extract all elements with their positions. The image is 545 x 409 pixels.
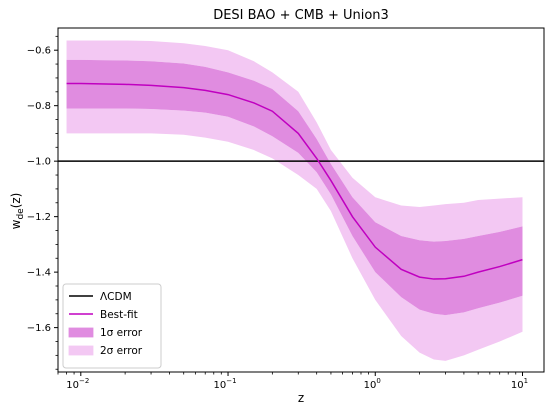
y-axis-label: wde(z)	[9, 193, 26, 230]
legend-2sigma-label: 2σ error	[100, 345, 143, 357]
y-tick-label: −1.2	[27, 212, 51, 223]
legend-1sigma-swatch	[68, 327, 94, 338]
svg-text:wde(z): wde(z)	[9, 193, 26, 230]
plot-area	[57, 27, 545, 373]
y-tick-label: −0.6	[27, 46, 51, 57]
y-tick-label: −1.0	[27, 157, 51, 168]
band-2sigma-lower	[66, 108, 523, 361]
x-tick-label: 10−2	[66, 377, 89, 391]
x-tick-label: 100	[364, 377, 381, 391]
legend-2sigma-swatch	[68, 345, 94, 356]
legend: ΛCDM Best-fit 1σ error 2σ error	[62, 283, 162, 369]
y-axis-ticks: −0.6 −0.8 −1.0 −1.2 −1.4 −1.6	[27, 35, 58, 370]
legend-lcdm-label: ΛCDM	[100, 291, 132, 303]
x-axis-label: z	[298, 391, 304, 405]
y-tick-label: −0.8	[27, 101, 51, 112]
plot-frame	[57, 27, 545, 373]
legend-1sigma-label: 1σ error	[100, 327, 143, 339]
chart-title: DESI BAO + CMB + Union3	[213, 8, 389, 23]
x-axis-ticks: 10−2 10−1 100 101	[57, 372, 528, 391]
legend-best-fit-label: Best-fit	[100, 309, 138, 321]
band-2sigma-upper	[66, 40, 523, 242]
x-tick-label: 10−1	[214, 377, 237, 391]
y-tick-label: −1.6	[27, 323, 51, 334]
x-tick-label: 101	[511, 377, 528, 391]
best-fit-line	[66, 82, 523, 280]
band-1sigma	[66, 59, 523, 316]
y-tick-label: −1.4	[27, 268, 51, 279]
